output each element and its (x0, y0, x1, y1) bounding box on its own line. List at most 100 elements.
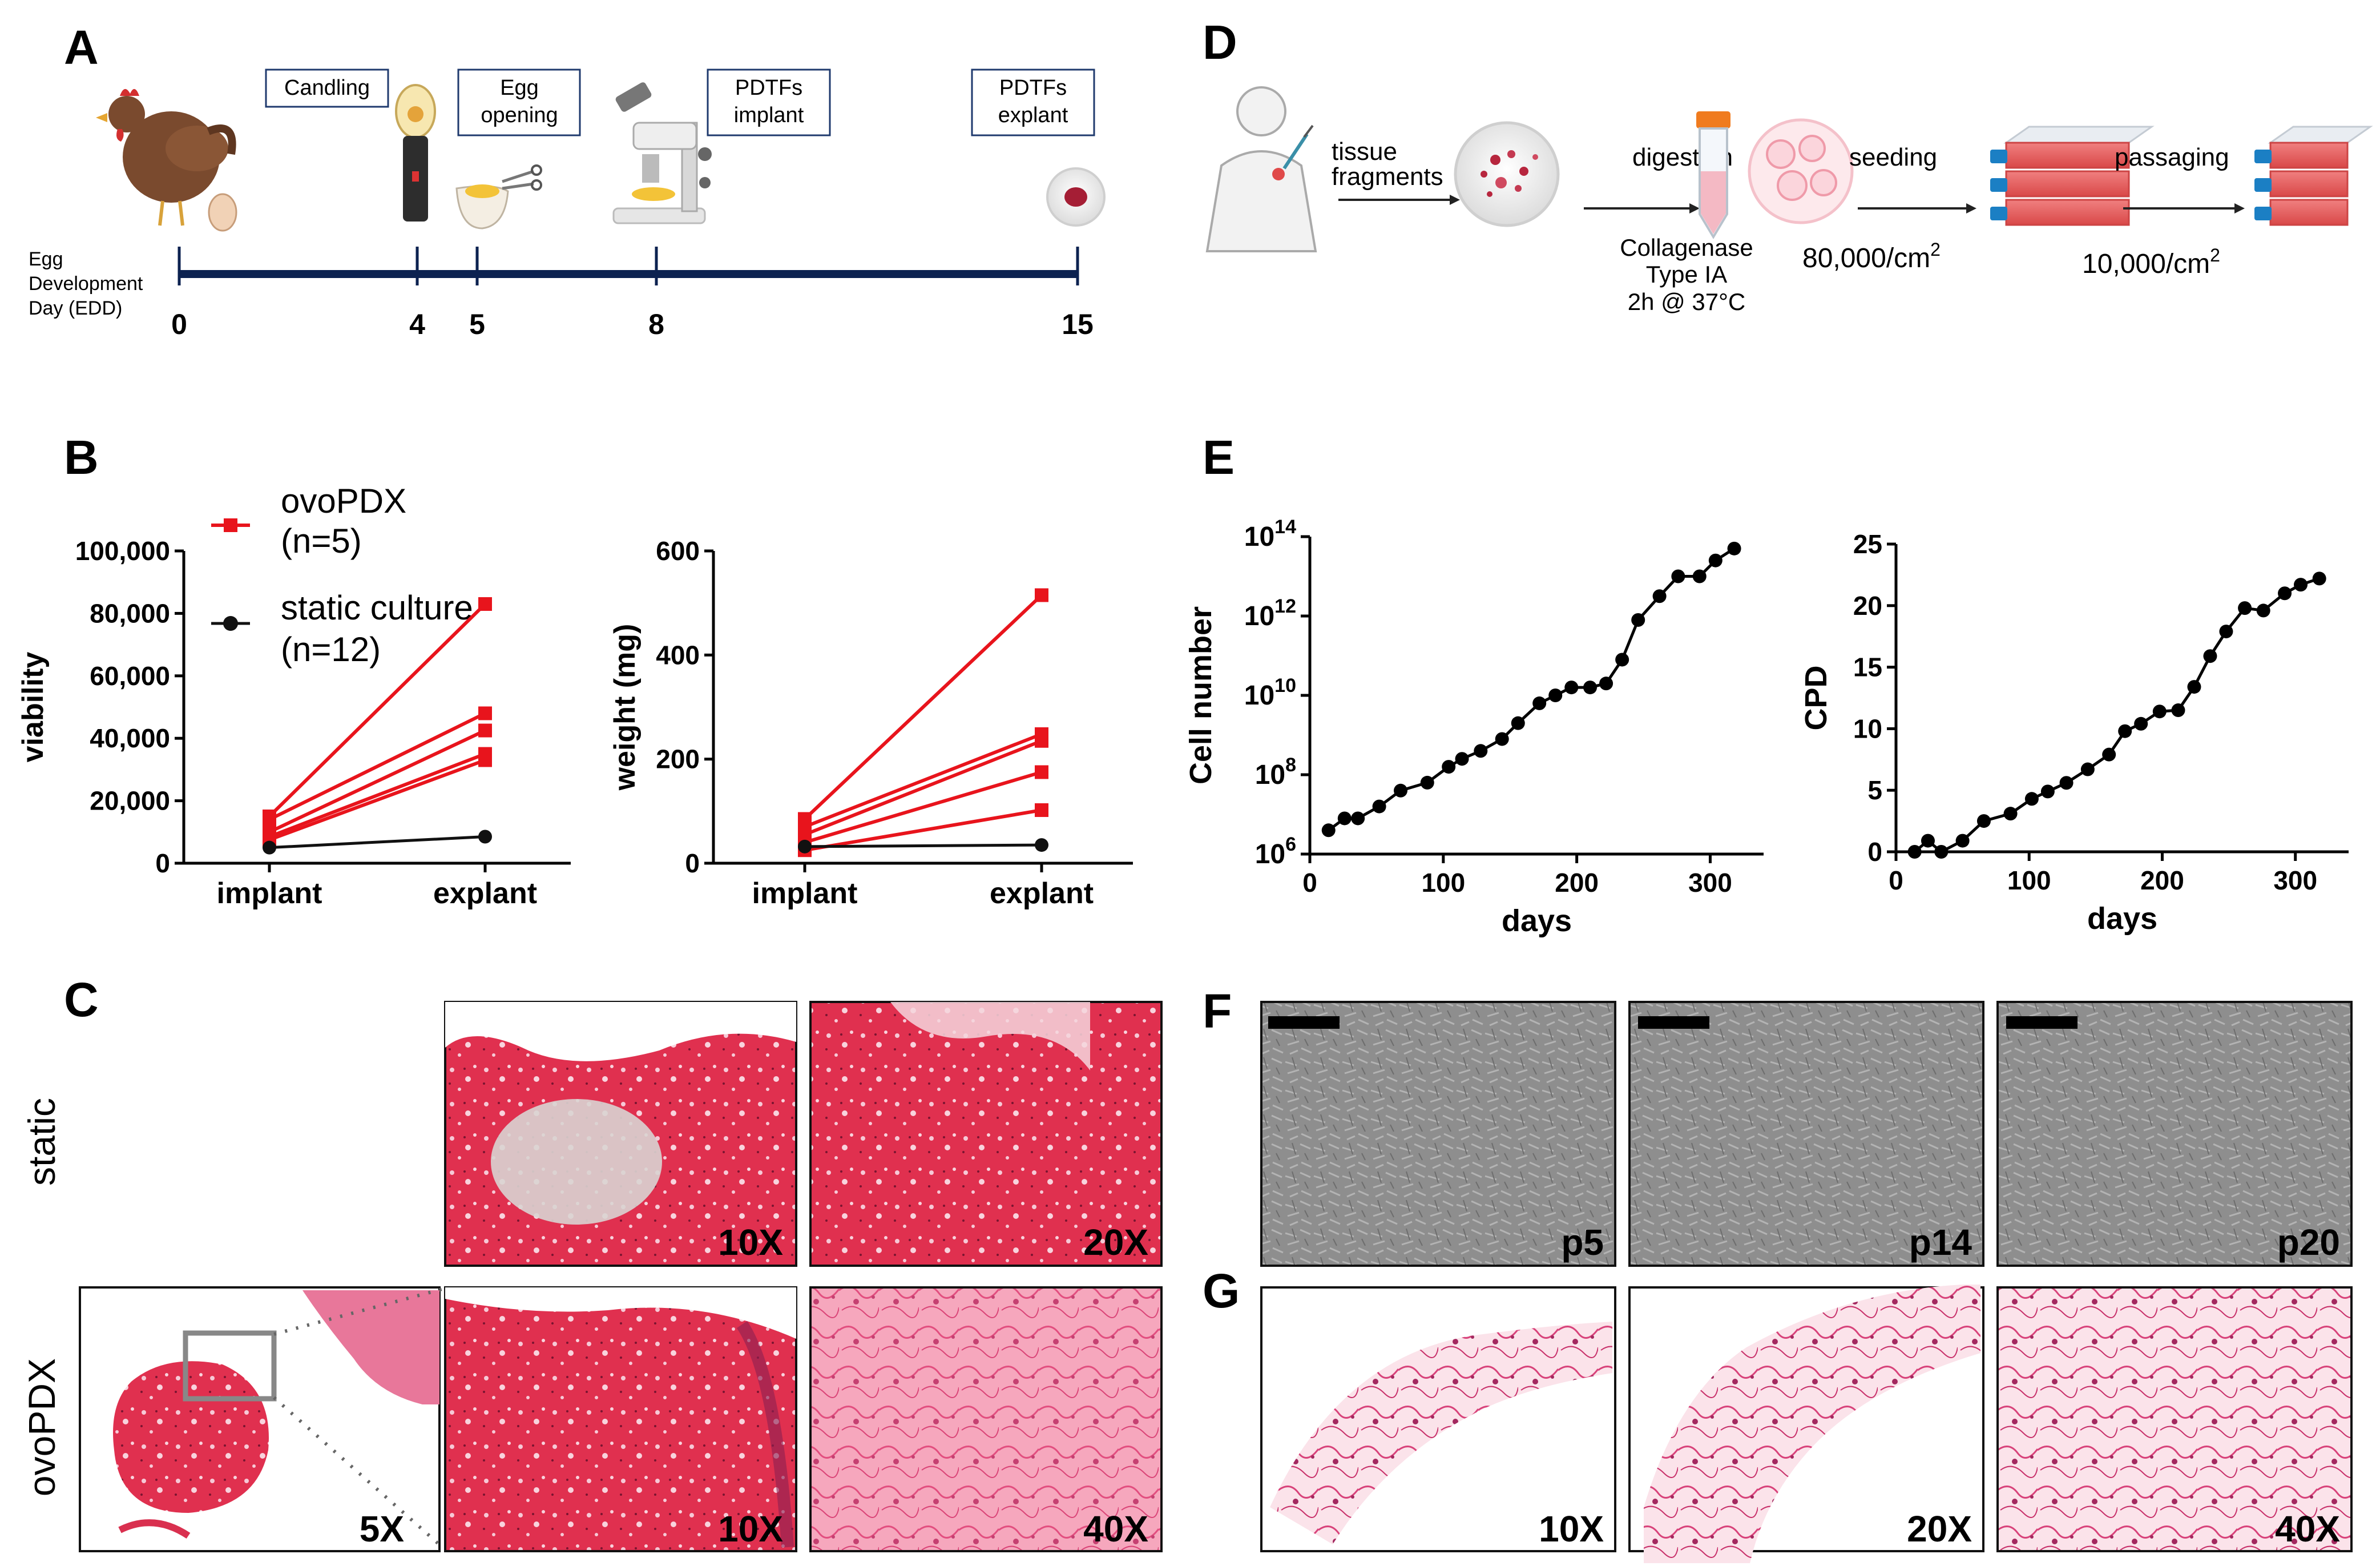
timeline-tick-label: 4 (409, 308, 425, 340)
micrograph-p20: p20 (1996, 1001, 2353, 1267)
data-point (2238, 601, 2252, 615)
data-point (1511, 716, 1525, 730)
timeline-axis-label: Day (EDD) (29, 297, 122, 319)
step-label: PDTFs (735, 76, 802, 100)
scale-bar (2006, 1016, 2078, 1029)
data-point (2312, 571, 2326, 586)
y-axis-label: viability (17, 652, 50, 763)
data-point (2040, 784, 2055, 799)
scale-bar (1268, 1016, 1340, 1029)
timeline-step: PDTFs explant (971, 69, 1095, 136)
y-tick-exponent: 12 (1274, 595, 1296, 617)
timeline-tick-label: 5 (469, 308, 485, 340)
y-tick-exponent: 6 (1285, 834, 1296, 855)
y-tick-label: 25 (1853, 529, 1882, 559)
data-point (1035, 588, 1048, 602)
data-point (2118, 724, 2132, 738)
y-tick-label: 600 (656, 536, 700, 566)
staining-tile-10x: 10X (1260, 1286, 1616, 1552)
y-tick-exponent: 14 (1274, 516, 1296, 538)
petri-dish-icon (1046, 167, 1106, 227)
y-tick-base: 10 (1244, 601, 1274, 631)
y-tick-exponent: 8 (1285, 754, 1296, 776)
staining-tile-20x: 20X (1628, 1285, 1984, 1566)
y-axis-label: weight (mg) (608, 624, 642, 791)
step-label: Candling (284, 76, 370, 100)
data-point (2134, 716, 2148, 731)
y-tick-label: 5 (1867, 775, 1882, 805)
data-point (1955, 834, 1970, 848)
series-line (269, 835, 486, 850)
x-tick-label: 200 (2140, 865, 2184, 895)
micrograph-p5: p5 (1260, 1001, 1616, 1267)
y-tick-label: 200 (656, 744, 700, 774)
data-point (1708, 553, 1723, 567)
staining-label: 40X (2275, 1508, 2340, 1549)
data-point (1692, 569, 1707, 583)
data-point (478, 706, 492, 720)
timeline-axis-label: Development (29, 273, 143, 295)
staining-label: 10X (1539, 1508, 1604, 1549)
timeline-ticks: 0 4 5 8 15 (171, 247, 1094, 340)
series-line (268, 758, 486, 842)
data-point (2059, 776, 2074, 790)
micrograph-label: p14 (1909, 1222, 1972, 1263)
row-label-static: static (21, 1098, 63, 1186)
digestion-condition: 2h @ 37°C (1628, 288, 1746, 315)
tile-label: 40X (1083, 1508, 1148, 1549)
data-point (478, 830, 492, 844)
x-tick-label: implant (217, 877, 322, 910)
x-tick-label: explant (433, 877, 537, 910)
passaging-density: 10,000/cm2 (2082, 245, 2220, 279)
series-line (804, 808, 1042, 852)
data-point (263, 812, 276, 827)
workflow-label-seeding: seeding (1849, 143, 1937, 171)
y-tick-label: 10 (1853, 714, 1882, 743)
cpd-chart: 0 5 10 15 20 25 0 100 200 300 days CPD (1799, 529, 2349, 936)
candling-lamp-icon (395, 84, 436, 222)
egg-icon (208, 193, 237, 232)
petri-dish-fragments-icon (1454, 121, 1560, 227)
y-tick-label: 20 (1853, 591, 1882, 621)
data-point (1583, 681, 1598, 695)
data-point (1671, 569, 1685, 583)
workflow-arrow-head (1450, 195, 1460, 205)
histology-tile-static-10x: 10X (444, 1001, 797, 1267)
data-point (1351, 811, 1365, 826)
data-point (1976, 814, 1991, 828)
y-tick-base: 10 (1244, 681, 1274, 711)
histology-tile-ovo-40x: 40X (809, 1286, 1163, 1552)
workflow-label-tissue: tissue (1332, 138, 1397, 166)
x-tick-label: 100 (1421, 868, 1465, 897)
step-label: explant (998, 103, 1068, 127)
timeline-tick-label: 15 (1062, 308, 1094, 340)
hen-icon (96, 88, 236, 226)
y-tick-label: 108 (1255, 754, 1296, 790)
y-tick-base: 10 (1255, 760, 1285, 790)
data-point (1564, 681, 1579, 695)
workflow-arrow-head (1966, 203, 1976, 214)
x-tick-label: 0 (1889, 865, 1903, 895)
staining-tile-40x: 40X (1996, 1286, 2353, 1552)
scale-bar (1638, 1016, 1709, 1029)
data-point (2256, 603, 2270, 618)
data-point (263, 840, 276, 855)
x-tick-label: 300 (1688, 868, 1732, 897)
data-point (1474, 744, 1488, 758)
histology-tile-static-20x: 20X (809, 1001, 1163, 1267)
workflow-arrow-head (2234, 203, 2245, 214)
timeline-tick-label: 8 (648, 308, 664, 340)
digestion-condition: Collagenase (1620, 234, 1753, 261)
timeline-tick-label: 0 (171, 308, 187, 340)
x-axis-label: days (1502, 904, 1572, 938)
workflow-arrow-head (1689, 203, 1700, 214)
timeline-axis-label: Egg (29, 248, 63, 270)
data-point (2278, 586, 2292, 601)
data-point (1455, 752, 1469, 766)
y-tick-label: 0 (155, 848, 170, 878)
step-label: PDTFs (999, 76, 1067, 100)
step-label: implant (734, 103, 804, 127)
step-label: opening (481, 103, 558, 127)
